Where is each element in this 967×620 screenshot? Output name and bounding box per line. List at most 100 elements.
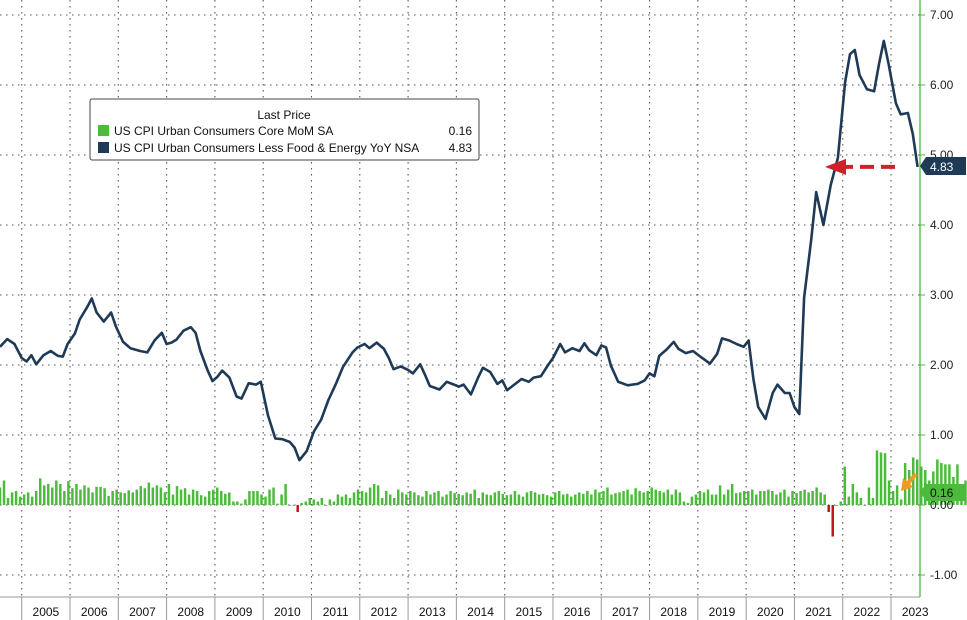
core-mom-bar bbox=[626, 489, 629, 505]
core-mom-bar bbox=[779, 492, 782, 505]
core-mom-bar bbox=[376, 485, 380, 505]
red-arrow-head bbox=[825, 158, 846, 175]
y-tick-label: -1.00 bbox=[930, 568, 958, 582]
core-mom-bar bbox=[795, 493, 798, 505]
core-mom-bar bbox=[586, 491, 589, 505]
last-value-tags: 4.83 0.16 bbox=[920, 157, 966, 501]
core-mom-bar bbox=[686, 502, 690, 505]
core-mom-bar bbox=[380, 498, 384, 505]
core-mom-bar bbox=[99, 486, 102, 505]
x-tick-label: 2008 bbox=[177, 605, 204, 619]
core-mom-bar bbox=[783, 489, 786, 505]
core-mom-bar bbox=[594, 489, 597, 505]
core-mom-bar bbox=[211, 489, 215, 505]
core-mom-bar bbox=[481, 492, 484, 505]
tag-core-yoy: 4.83 bbox=[930, 160, 954, 174]
core-mom-bar bbox=[316, 501, 320, 505]
tag-core-yoy-bg bbox=[920, 157, 966, 175]
x-tick-label: 2014 bbox=[467, 605, 494, 619]
core-mom-bar bbox=[107, 495, 110, 505]
core-mom-bar bbox=[203, 496, 207, 505]
x-tick-label: 2017 bbox=[612, 605, 639, 619]
core-mom-bar bbox=[336, 494, 340, 505]
grid bbox=[0, 0, 920, 597]
core-mom-bar bbox=[537, 494, 541, 505]
core-mom-bar bbox=[497, 491, 501, 505]
core-mom-bar bbox=[26, 492, 30, 505]
core-mom-bar bbox=[606, 487, 609, 505]
core-mom-bar bbox=[260, 494, 263, 505]
core-mom-bar bbox=[22, 494, 26, 505]
core-mom-bar bbox=[529, 491, 533, 505]
core-mom-bar bbox=[666, 489, 670, 505]
core-mom-bar bbox=[155, 485, 159, 505]
x-tick-label: 2013 bbox=[419, 605, 446, 619]
core-mom-bar bbox=[630, 494, 633, 505]
core-mom-bar bbox=[919, 466, 923, 505]
core-mom-bar bbox=[183, 488, 187, 505]
core-mom-bar bbox=[147, 482, 151, 505]
core-mom-bar bbox=[264, 496, 267, 505]
core-mom-bar bbox=[549, 496, 553, 505]
core-yoy-line bbox=[0, 39, 919, 462]
core-mom-bar bbox=[879, 452, 883, 505]
core-mom-bar bbox=[59, 484, 62, 505]
core-mom-bar bbox=[228, 492, 231, 505]
core-mom-bar bbox=[674, 489, 678, 505]
core-mom-bar bbox=[179, 489, 183, 505]
core-mom-bar bbox=[682, 501, 686, 505]
core-mom-bar bbox=[847, 496, 851, 505]
core-mom-bar bbox=[867, 487, 871, 505]
core-mom-bar bbox=[384, 491, 388, 505]
core-mom-bar bbox=[614, 493, 617, 505]
core-mom-bar bbox=[509, 494, 513, 505]
core-mom-bar bbox=[670, 494, 674, 505]
core-mom-bar bbox=[30, 496, 34, 505]
core-mom-bar bbox=[401, 492, 404, 505]
core-mom-bar bbox=[831, 505, 834, 537]
core-mom-bar bbox=[34, 491, 38, 505]
core-mom-bar bbox=[207, 491, 211, 505]
legend-label-core-mom: US CPI Urban Consumers Core MoM SA bbox=[114, 124, 333, 138]
core-mom-bar bbox=[304, 501, 307, 505]
core-mom-bar bbox=[561, 494, 565, 505]
x-tick-label: 2022 bbox=[854, 605, 881, 619]
core-mom-bar bbox=[441, 496, 444, 505]
core-mom-bar bbox=[135, 489, 139, 505]
legend-value-core-mom: 0.16 bbox=[449, 124, 473, 138]
core-mom-bar bbox=[131, 492, 135, 505]
legend-value-core-yoy: 4.83 bbox=[449, 141, 473, 155]
core-mom-bar bbox=[694, 494, 698, 505]
core-mom-bar bbox=[469, 493, 472, 505]
core-mom-bar bbox=[392, 498, 396, 505]
core-mom-bar bbox=[55, 480, 58, 505]
core-mom-bar bbox=[501, 493, 505, 505]
core-mom-bar bbox=[855, 492, 859, 505]
core-mom-bar bbox=[95, 486, 98, 505]
core-mom-bar bbox=[340, 496, 344, 505]
core-mom-bar bbox=[871, 498, 875, 505]
core-mom-bar bbox=[787, 496, 790, 505]
core-mom-bar bbox=[276, 503, 279, 505]
core-mom-bar bbox=[747, 491, 750, 505]
legend-swatch-green bbox=[98, 125, 109, 136]
core-mom-bar bbox=[915, 459, 919, 505]
core-mom-bar bbox=[296, 505, 299, 512]
core-mom-bar bbox=[887, 480, 891, 505]
core-mom-bar bbox=[280, 494, 283, 505]
core-mom-bar bbox=[859, 498, 863, 505]
core-mom-bar bbox=[111, 491, 114, 505]
core-mom-bar bbox=[602, 491, 605, 505]
core-mom-bar bbox=[513, 491, 517, 505]
core-mom-bar bbox=[268, 489, 271, 505]
core-mom-bar bbox=[718, 485, 722, 505]
core-mom-bar bbox=[6, 498, 10, 505]
core-mom-bar bbox=[545, 495, 549, 505]
core-mom-bar bbox=[610, 494, 613, 505]
y-tick-label: 3.00 bbox=[930, 288, 954, 302]
core-mom-bar bbox=[215, 487, 219, 505]
core-mom-bar bbox=[710, 494, 714, 505]
core-mom-bar bbox=[332, 501, 336, 505]
core-mom-bar bbox=[224, 493, 227, 505]
core-mom-bar bbox=[288, 505, 291, 506]
